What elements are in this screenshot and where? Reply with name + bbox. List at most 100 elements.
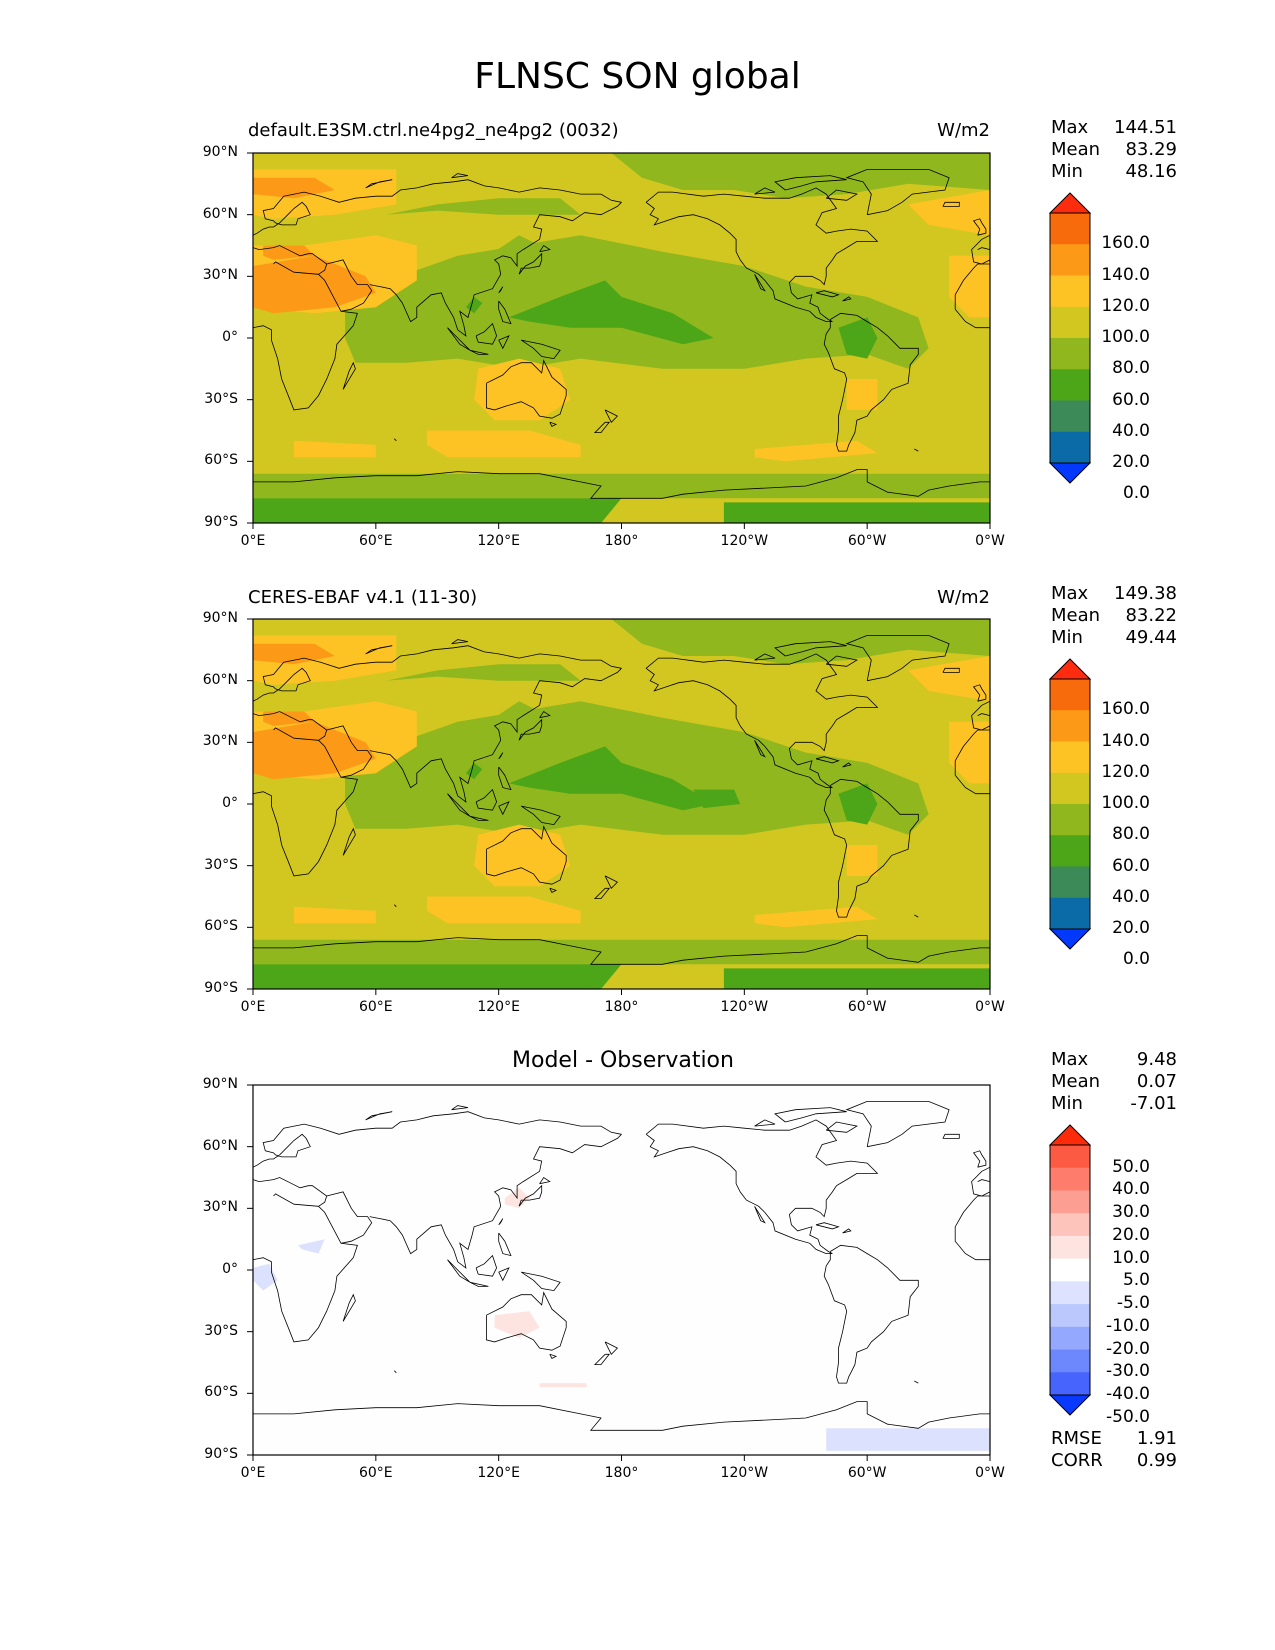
- colorbar-segment: [1050, 431, 1090, 464]
- stat-value: 149.38: [1114, 583, 1177, 604]
- y-tick-label: 90°S: [204, 514, 238, 530]
- y-tick-label: 90°S: [204, 980, 238, 996]
- contour-region: [253, 939, 990, 965]
- stat-value: 9.48: [1136, 1049, 1177, 1070]
- x-tick-label: 60°W: [847, 533, 887, 549]
- colorbar-segment: [1050, 897, 1090, 930]
- colorbar-label: 120.0: [1101, 761, 1150, 782]
- metric-value: 1.91: [1136, 1428, 1177, 1449]
- x-tick-label: 60°E: [358, 533, 393, 549]
- contour-region: [949, 721, 990, 784]
- x-tick-label: 0°E: [240, 999, 266, 1015]
- contour-region: [826, 1428, 990, 1451]
- coastline: [252, 179, 622, 236]
- coastline: [593, 421, 611, 434]
- colorbar-label: -20.0: [1106, 1338, 1150, 1359]
- contour-region: [611, 619, 990, 665]
- colorbar-model: [1048, 192, 1092, 484]
- coastline: [954, 263, 990, 329]
- y-tick-label: 90°N: [202, 144, 238, 160]
- coastline: [498, 766, 512, 791]
- y-tick-label: 60°N: [202, 1137, 238, 1154]
- stat-label: Min: [1051, 627, 1083, 648]
- coastline: [252, 245, 328, 275]
- coastline: [394, 904, 397, 908]
- coastline: [498, 300, 512, 325]
- coastline: [942, 667, 960, 673]
- coastline: [971, 234, 991, 265]
- colorbar-extend-min: [1048, 1394, 1092, 1416]
- stat-value: 49.44: [1125, 627, 1177, 648]
- metric-label: RMSE: [1051, 1428, 1102, 1449]
- colorbar-segment: [1050, 1258, 1090, 1282]
- stat-value: 48.16: [1125, 161, 1177, 182]
- x-tick-label: 120°W: [720, 1465, 769, 1481]
- coastline: [971, 700, 991, 731]
- stat-value: 0.07: [1136, 1071, 1177, 1092]
- contour-region: [908, 190, 990, 236]
- coastline: [842, 762, 852, 768]
- colorbar-extend-max: [1048, 658, 1092, 680]
- contour-region: [474, 358, 571, 421]
- coastline: [942, 201, 960, 207]
- coastline: [498, 335, 510, 350]
- stat-value: 83.22: [1125, 605, 1177, 626]
- colorbar-segment: [1050, 772, 1090, 805]
- coastline: [498, 1267, 510, 1282]
- colorbar-label: -5.0: [1116, 1293, 1150, 1314]
- coastline: [520, 339, 561, 360]
- contour-region: [253, 721, 376, 780]
- colorbar-label: 100.0: [1101, 793, 1150, 813]
- contour-region: [754, 906, 878, 928]
- contour-region: [611, 153, 990, 199]
- colorbar-segment: [1050, 1235, 1090, 1260]
- colorbar-label: 140.0: [1101, 264, 1150, 285]
- colorbar-label: 80.0: [1112, 358, 1150, 379]
- coastline: [942, 1133, 960, 1139]
- x-tick-label: 0°W: [975, 533, 1005, 549]
- colorbar-extend-max: [1048, 192, 1092, 214]
- coastline: [326, 1191, 373, 1244]
- colorbar-label: 80.0: [1112, 824, 1150, 845]
- contour-region: [253, 643, 335, 665]
- stat-label: Min: [1051, 1093, 1083, 1114]
- coastline: [539, 710, 551, 719]
- colorbar-label: -40.0: [1106, 1384, 1150, 1404]
- coastline: [977, 713, 991, 716]
- coastline: [604, 1341, 619, 1355]
- coastline: [451, 173, 469, 179]
- colorbar-segment: [1050, 1281, 1090, 1305]
- colorbar-segment: [1050, 679, 1090, 711]
- coastline: [754, 187, 776, 195]
- coastline: [954, 1195, 990, 1261]
- coastline: [972, 218, 987, 236]
- coastline: [845, 168, 950, 216]
- coastline: [498, 801, 510, 816]
- contour-region: [253, 255, 376, 314]
- coastline: [914, 914, 919, 918]
- coastline: [815, 756, 840, 764]
- y-tick-label: 60°S: [204, 1384, 238, 1401]
- colorbar-segment: [1050, 866, 1090, 899]
- coastline: [977, 1179, 991, 1182]
- contour-region: [723, 502, 990, 523]
- colorbar-extend-max: [1048, 1124, 1092, 1146]
- stat-label: Max: [1051, 117, 1089, 138]
- contour-region: [949, 255, 990, 318]
- contour-region: [908, 656, 990, 702]
- colorbar-extend-min: [1048, 462, 1092, 484]
- coastline: [342, 361, 356, 390]
- stat-label: Mean: [1051, 605, 1101, 626]
- coastline: [253, 1401, 990, 1431]
- stat-value: 144.51: [1114, 117, 1177, 138]
- panel-title-left: default.E3SM.ctrl.ne4pg2_ne4pg2 (0032): [248, 120, 619, 141]
- coastline: [485, 825, 567, 885]
- contour-region: [838, 317, 878, 359]
- figure-title: FLNSC SON global: [474, 56, 801, 97]
- contour-region: [846, 845, 878, 876]
- coastline: [451, 1105, 469, 1111]
- coastline: [447, 793, 471, 817]
- colorbar-label: 120.0: [1101, 295, 1150, 316]
- colorbar-extend-min: [1048, 928, 1092, 950]
- colorbar-segment: [1050, 710, 1090, 742]
